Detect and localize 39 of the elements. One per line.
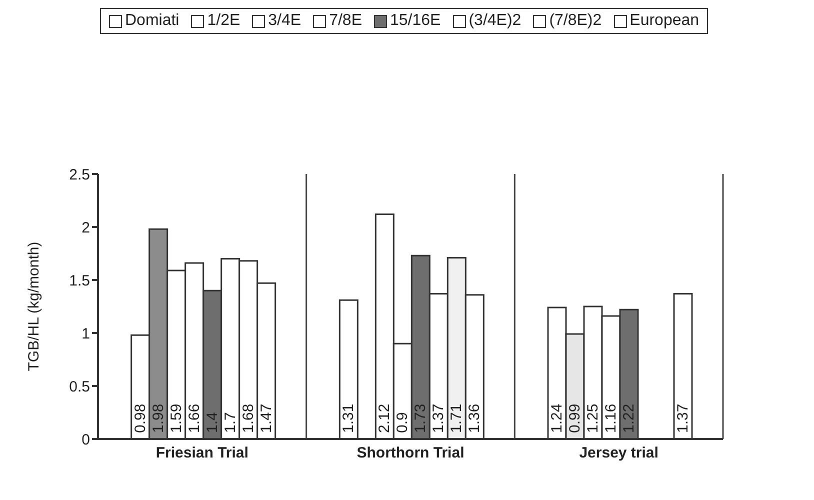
y-tick-label: 1.5 [69,272,90,290]
legend-label: 15/16E [390,12,441,30]
data-label: 1.36 [466,404,484,433]
y-tick-label: 0 [82,431,90,448]
data-label: 0.98 [132,404,149,433]
data-label: 1.37 [674,404,692,433]
data-label: 1.47 [258,404,275,433]
x-tick-label: Shorthorn Trial [356,444,464,462]
x-tick-label: Jersey trial [579,444,658,462]
legend-label: 1/2E [207,12,240,30]
data-label: 1.31 [340,404,358,433]
data-label: 1.7 [222,412,239,433]
data-label: 1.68 [240,404,257,433]
data-label: 0.9 [394,412,412,433]
data-label: 1.4 [204,412,221,433]
x-tick-label: Friesian Trial [156,444,248,462]
data-label: 0.99 [566,404,584,433]
legend-label: Domiati [125,12,180,30]
y-tick-label: 2 [82,219,90,236]
legend-label: European [630,12,700,30]
data-label: 1.22 [620,404,638,433]
y-tick-label: 1 [82,325,90,342]
data-label: 1.71 [448,404,466,433]
y-tick-label: 2.5 [69,166,90,184]
legend-label: 3/4E [268,12,302,30]
legend-label: 7/8E [329,12,362,30]
legend-label: (3/4E)2 [468,12,522,30]
data-label: 1.59 [168,404,185,433]
y-tick-label: 0.5 [69,378,90,396]
data-label: 1.16 [602,404,620,433]
data-label: 1.66 [186,404,203,433]
data-label: 1.98 [150,404,167,433]
data-label: 1.24 [548,404,566,433]
data-label: 1.37 [430,404,448,433]
legend-label: (7/8E)2 [549,12,602,30]
data-label: 1.25 [584,404,602,433]
y-axis-title: TGB/HL (kg/month) [25,242,42,372]
data-label: 2.12 [376,404,394,433]
data-label: 1.73 [412,404,430,433]
